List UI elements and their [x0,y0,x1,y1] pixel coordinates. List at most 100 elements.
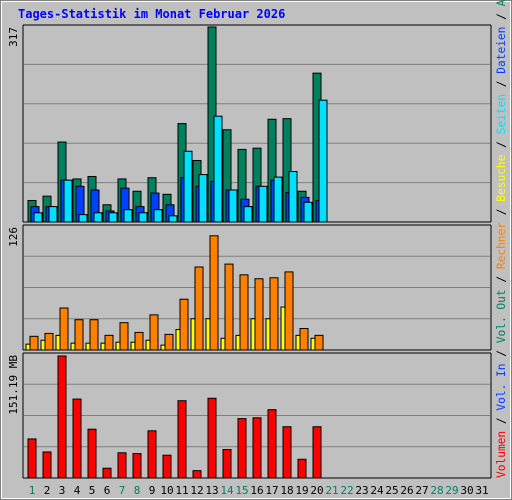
bar-seiten [63,179,73,223]
bar-volumen [147,430,157,479]
bar-seiten [93,212,103,223]
bar-volumen [192,470,202,479]
bar-rechner [254,278,264,351]
y-max-label-volume: 151.19 MB [7,355,20,415]
bar-rechner [164,333,174,351]
bar-volumen [207,397,217,479]
bar-rechner [104,334,114,351]
bar-volumen [27,438,37,479]
bar-volumen [87,428,97,479]
legend-entry-vol-out: Vol. Out [495,289,508,343]
x-tick-label: 31 [475,484,488,497]
bar-volumen [237,418,247,479]
x-tick-label: 15 [235,484,248,497]
bar-volumen [252,417,262,479]
bar-volumen [117,452,127,479]
legend-separator: / [495,411,508,431]
legend-entry-rechner: Rechner [495,222,508,269]
axis-labels: 317 126 151.19 MB [7,27,20,415]
bar-rechner [239,274,249,351]
bar-seiten [198,174,208,223]
bar-seiten [243,206,253,223]
x-tick-label: 1 [29,484,36,497]
x-tick-label: 12 [190,484,203,497]
chart-bars [25,26,328,479]
x-tick-label: 28 [430,484,443,497]
bar-rechner [134,331,144,351]
chart-title: Tages-Statistik im Monat Februar 2026 [18,7,286,21]
x-tick-label: 3 [59,484,66,497]
bar-seiten [303,201,313,223]
legend-entry-volumen: Volumen [495,431,508,478]
legend-separator: / [495,202,508,222]
bar-volumen [57,355,67,479]
legend-entry-vol-in: Vol. In [495,363,508,410]
legend-separator: / [495,343,508,363]
legend-separator: / [495,134,508,154]
x-tick-label: 14 [220,484,234,497]
x-tick-label: 10 [160,484,173,497]
bar-seiten [183,150,193,223]
bar-volumen [222,449,232,479]
bar-rechner [59,307,69,351]
legend-entry-dateien: Dateien [495,27,508,74]
legend-entry-besuche: Besuche [495,154,508,201]
x-tick-label: 13 [205,484,218,497]
y-max-label-hits: 317 [7,27,20,47]
bar-seiten [78,214,88,223]
x-tick-label: 20 [310,484,323,497]
bar-volumen [102,467,112,479]
bar-rechner [89,319,99,351]
bar-volumen [297,458,307,479]
legend-separator: / [495,269,508,289]
x-tick-label: 23 [355,484,368,497]
legend-separator: / [495,6,508,26]
bar-rechner [269,277,279,351]
x-tick-label: 16 [250,484,263,497]
bar-seiten [168,215,178,223]
bar-seiten [228,189,238,223]
x-tick-label: 26 [400,484,413,497]
x-tick-label: 25 [385,484,398,497]
bar-rechner [149,314,159,351]
gridlines [24,63,490,448]
bar-rechner [284,271,294,351]
x-tick-label: 17 [265,484,278,497]
bar-seiten [288,171,298,223]
x-tick-label: 7 [119,484,126,497]
legend-entry-seiten: Seiten [495,94,508,134]
bar-seiten [258,185,268,223]
x-tick-label: 8 [134,484,141,497]
bar-rechner [314,334,324,351]
y-max-label-visits: 126 [7,227,20,247]
x-tick-label: 11 [175,484,188,497]
right-legend: Volumen / Vol. In / Vol. Out / Rechner /… [495,0,508,478]
x-tick-label: 5 [89,484,96,497]
bar-volumen [72,398,82,479]
legend-entry-anfragen: Anfragen [495,0,508,6]
bar-seiten [153,209,163,223]
bar-rechner [209,235,219,351]
bar-seiten [123,209,133,223]
bar-volumen [312,426,322,479]
bar-volumen [132,453,142,479]
bar-seiten [318,99,328,223]
x-tick-label: 2 [44,484,51,497]
x-tick-label: 18 [280,484,293,497]
legend-separator: / [495,74,508,94]
bar-volumen [177,400,187,479]
bar-rechner [299,328,309,351]
bar-rechner [74,319,84,351]
bar-seiten [213,115,223,223]
bar-rechner [29,335,39,351]
bar-seiten [273,176,283,223]
x-tick-label: 22 [340,484,353,497]
bar-volumen [267,409,277,479]
x-tick-label: 24 [370,484,384,497]
bar-rechner [44,332,54,351]
bar-rechner [179,298,189,351]
bar-seiten [138,212,148,223]
bar-volumen [42,451,52,479]
x-tick-label: 30 [460,484,473,497]
